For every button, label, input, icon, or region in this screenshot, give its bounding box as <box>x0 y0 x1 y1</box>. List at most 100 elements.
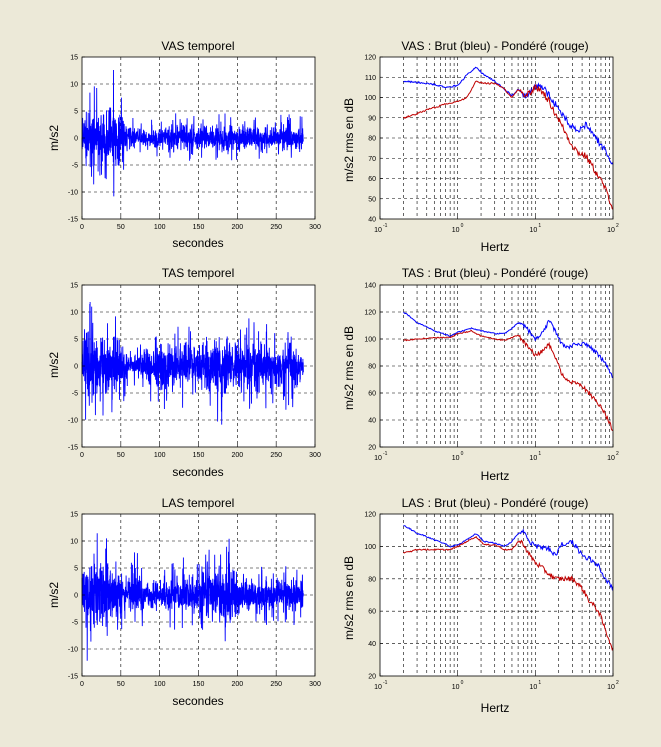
tas-temporel-xtick-label: 300 <box>309 452 321 459</box>
tas-temporel-title: TAS temporel <box>162 266 234 280</box>
las-temporel-ytick-label: 15 <box>70 512 78 519</box>
vas-spectre-ytick-label: 120 <box>364 55 376 62</box>
vas-spectre-brut-line <box>403 66 614 165</box>
vas-spectre-xlabel: Hertz <box>481 240 510 254</box>
vas-temporel-signal-line <box>81 69 304 197</box>
las-temporel-xtick-label: 200 <box>231 681 243 688</box>
vas-spectre-xtick-base: 10 <box>529 227 537 234</box>
tas-spectre-xtick-exponent: -1 <box>383 451 388 457</box>
tas-temporel-ytick-label: -15 <box>68 445 78 452</box>
las-spectre-xtick-base: 10 <box>374 684 382 691</box>
las-temporel-xlabel: secondes <box>172 694 223 708</box>
vas-temporel-xlabel: secondes <box>172 236 223 250</box>
las-spectre-brut-line <box>403 525 614 591</box>
tas-temporel-ytick-label: -5 <box>72 391 78 398</box>
las-spectre-ytick-label: 20 <box>368 674 376 681</box>
vas-spectre-title: VAS : Brut (bleu) - Pondéré (rouge) <box>401 39 588 53</box>
tas-spectre-xtick-exponent: 0 <box>461 451 464 457</box>
tas-temporel-chart: TAS temporel secondes m/s2 -15 -10 -5 0 5 10 1… <box>47 266 321 479</box>
las-spectre-xtick-exponent: 0 <box>461 680 464 686</box>
vas-temporel-ytick-label: -10 <box>68 190 78 197</box>
tas-temporel-xtick-label: 200 <box>231 452 243 459</box>
las-spectre-ytick-label: 100 <box>364 544 376 551</box>
vas-temporel-ylabel: m/s2 <box>47 125 61 151</box>
tas-spectre-chart: TAS : Brut (bleu) - Pondéré (rouge) Hert… <box>342 266 619 483</box>
tas-temporel-xlabel: secondes <box>172 465 223 479</box>
vas-temporel-xtick-label: 100 <box>154 224 166 231</box>
vas-spectre-ytick-label: 40 <box>368 217 376 224</box>
las-spectre-xtick-base: 10 <box>452 684 460 691</box>
las-temporel-xtick-label: 50 <box>117 681 125 688</box>
tas-temporel-signal-line <box>81 301 304 425</box>
tas-spectre-grid <box>380 285 613 447</box>
tas-spectre-xtick-base: 10 <box>607 455 615 462</box>
las-spectre-plot-background <box>380 514 613 676</box>
tas-spectre-xtick-exponent: 1 <box>538 451 541 457</box>
vas-temporel-title: VAS temporel <box>161 39 234 53</box>
tas-temporel-ytick-label: -10 <box>68 418 78 425</box>
vas-spectre-ytick-label: 60 <box>368 176 376 183</box>
tas-spectre-ytick-label: 120 <box>364 310 376 317</box>
vas-temporel-xtick-label: 250 <box>270 224 282 231</box>
vas-spectre-ytick-label: 110 <box>365 75 376 82</box>
vas-spectre-xtick-base: 10 <box>374 227 382 234</box>
vas-spectre-xtick-exponent: 2 <box>616 223 619 229</box>
tas-spectre-ytick-label: 100 <box>364 337 376 344</box>
vas-temporel-ytick-label: -5 <box>72 163 78 170</box>
las-temporel-ytick-label: -5 <box>72 620 78 627</box>
las-temporel-ytick-label: 0 <box>74 593 78 600</box>
las-temporel-ylabel: m/s2 <box>47 582 61 608</box>
vas-temporel-xtick-label: 0 <box>80 224 84 231</box>
las-temporel-xtick-label: 300 <box>309 681 321 688</box>
vas-spectre-chart: VAS : Brut (bleu) - Pondéré (rouge) Hert… <box>342 39 619 254</box>
las-spectre-ytick-label: 60 <box>368 609 376 616</box>
las-spectre-ylabel: m/s2 rms en dB <box>342 556 356 640</box>
tas-temporel-ylabel: m/s2 <box>47 352 61 378</box>
tas-spectre-xtick-base: 10 <box>529 455 537 462</box>
las-spectre-ytick-label: 120 <box>364 512 376 519</box>
vas-spectre-pondere-line <box>403 80 614 210</box>
tas-spectre-pondere-line <box>403 329 614 432</box>
las-temporel-title: LAS temporel <box>162 496 235 510</box>
las-temporel-xtick-label: 150 <box>193 681 205 688</box>
las-spectre-xtick-exponent: 2 <box>616 680 619 686</box>
vas-spectre-ytick-label: 90 <box>368 115 376 122</box>
vas-spectre-xtick-exponent: -1 <box>383 223 388 229</box>
vas-spectre-xtick-base: 10 <box>452 227 460 234</box>
vas-spectre-ytick-label: 50 <box>368 196 376 203</box>
tas-spectre-title: TAS : Brut (bleu) - Pondéré (rouge) <box>402 266 589 280</box>
las-spectre-ytick-label: 80 <box>368 576 376 583</box>
vas-temporel-chart: VAS temporel secondes m/s2 -15 -10 -5 0 5 10 1… <box>47 39 321 250</box>
tas-temporel-xtick-label: 50 <box>117 452 125 459</box>
las-temporel-ytick-label: 10 <box>70 539 78 546</box>
tas-temporel-ytick-label: 15 <box>70 283 78 290</box>
las-spectre-axes-box <box>379 513 614 677</box>
las-spectre-ytick-label: 40 <box>368 641 376 648</box>
tas-spectre-xlabel: Hertz <box>481 469 510 483</box>
tas-spectre-xtick-exponent: 2 <box>616 451 619 457</box>
las-spectre-xtick-base: 10 <box>607 684 615 691</box>
vas-temporel-ytick-label: 0 <box>74 136 78 143</box>
las-spectre-title: LAS : Brut (bleu) - Pondéré (rouge) <box>402 496 589 510</box>
tas-temporel-ytick-label: 10 <box>70 310 78 317</box>
las-temporel-xtick-label: 250 <box>270 681 282 688</box>
las-spectre-xlabel: Hertz <box>481 701 510 715</box>
tas-spectre-ytick-label: 40 <box>368 418 376 425</box>
vas-spectre-ytick-label: 100 <box>364 95 376 102</box>
tas-temporel-xtick-label: 150 <box>193 452 205 459</box>
tas-spectre-ylabel: m/s2 rms en dB <box>342 326 356 410</box>
tas-temporel-ytick-label: 0 <box>74 364 78 371</box>
vas-temporel-xtick-label: 200 <box>231 224 243 231</box>
